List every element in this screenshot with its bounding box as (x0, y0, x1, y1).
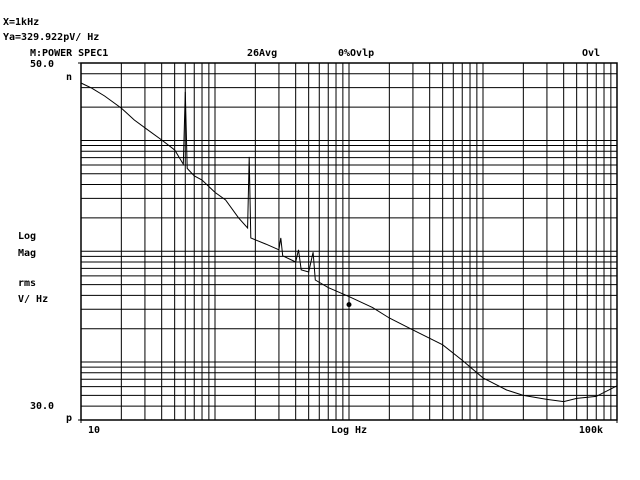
y-tick-label: 50.0 (30, 59, 54, 70)
x-tick-label: 100k (579, 425, 603, 436)
y-label: Mag (18, 248, 36, 259)
readout-x: X=1kHz (3, 17, 39, 28)
readout-y: Ya=329.922pV/ Hz (3, 32, 99, 43)
x-tick-label: 10 (88, 425, 100, 436)
y-unit-bottom: p (66, 413, 72, 424)
y-tick-label: 30.0 (30, 401, 54, 412)
y-label: Log (18, 231, 36, 242)
averages: 26Avg (247, 48, 277, 59)
y-label: rms (18, 278, 36, 289)
marker (346, 302, 352, 308)
y-unit-top: n (66, 72, 72, 83)
overlap: 0%Ovlp (338, 48, 374, 59)
overload: Ovl (582, 48, 600, 59)
x-label: Log Hz (331, 425, 367, 436)
spectrum-trace (80, 82, 618, 403)
measurement: M:POWER SPEC1 (30, 48, 108, 59)
y-label: V/ Hz (18, 294, 48, 305)
